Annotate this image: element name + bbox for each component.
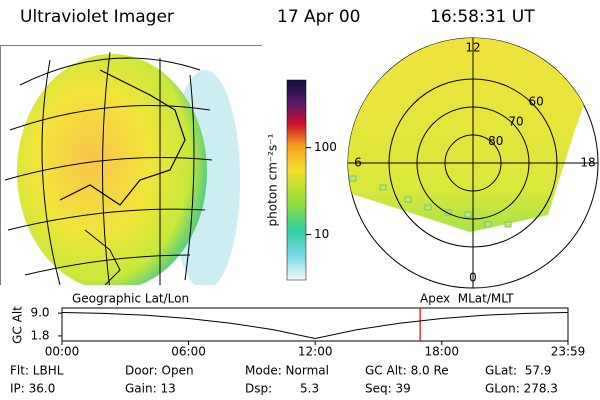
globe-image bbox=[0, 45, 262, 285]
lat-ring-label: 60 bbox=[528, 95, 543, 109]
status-field: Seq: 39 bbox=[365, 382, 411, 396]
x-tick-label: 06:00 bbox=[171, 345, 206, 359]
status-field: GLat: 57.9 bbox=[485, 364, 551, 378]
mlt-label: 12 bbox=[465, 41, 480, 55]
altitude-frame bbox=[61, 307, 569, 342]
x-tick-label: 00:00 bbox=[45, 345, 80, 359]
altitude-curve bbox=[61, 311, 569, 339]
status-field: Door: Open bbox=[125, 364, 194, 378]
status-field: Gain: 13 bbox=[125, 382, 176, 396]
time: 16:58:31 UT bbox=[430, 7, 535, 27]
colorbar bbox=[286, 79, 307, 281]
x-tick-label: 23:59 bbox=[551, 345, 586, 359]
status-field: 5.3 bbox=[300, 382, 319, 396]
status-field: GC Alt: 8.0 Re bbox=[365, 364, 449, 378]
status-field: Dsp: bbox=[245, 382, 272, 396]
colorbar-tick-label: 100 bbox=[314, 140, 337, 154]
left-title: Geographic Lat/Lon bbox=[72, 292, 189, 306]
lat-ring bbox=[388, 78, 558, 248]
date: 17 Apr 00 bbox=[277, 7, 360, 27]
title: Ultraviolet Imager bbox=[20, 7, 174, 27]
altitude-ylabel: GC Alt bbox=[11, 306, 25, 344]
status-field: GLon: 278.3 bbox=[485, 382, 558, 396]
status-field: Flt: LBHL bbox=[10, 364, 64, 378]
polar-image bbox=[347, 37, 599, 289]
lat-ring-label: 70 bbox=[508, 114, 523, 128]
lat-ring-label: 80 bbox=[488, 134, 503, 148]
status-field: Mode: Normal bbox=[245, 364, 329, 378]
colorbar-tick-label: 10 bbox=[314, 227, 329, 241]
x-tick-label: 18:00 bbox=[424, 345, 459, 359]
x-tick-label: 12:00 bbox=[298, 345, 333, 359]
mlt-label: 18 bbox=[580, 156, 595, 170]
right-title: Apex MLat/MLT bbox=[420, 292, 514, 306]
y-tick-label: 1.8 bbox=[30, 328, 49, 342]
lat-ring bbox=[416, 106, 530, 220]
status-field: IP: 36.0 bbox=[10, 382, 55, 396]
y-tick-label: 9.0 bbox=[30, 306, 49, 320]
mlt-label: 0 bbox=[469, 271, 477, 285]
colorbar-label: photon cm⁻²s⁻¹ bbox=[266, 133, 280, 226]
mlt-label: 6 bbox=[354, 156, 362, 170]
lat-ring bbox=[444, 134, 502, 192]
